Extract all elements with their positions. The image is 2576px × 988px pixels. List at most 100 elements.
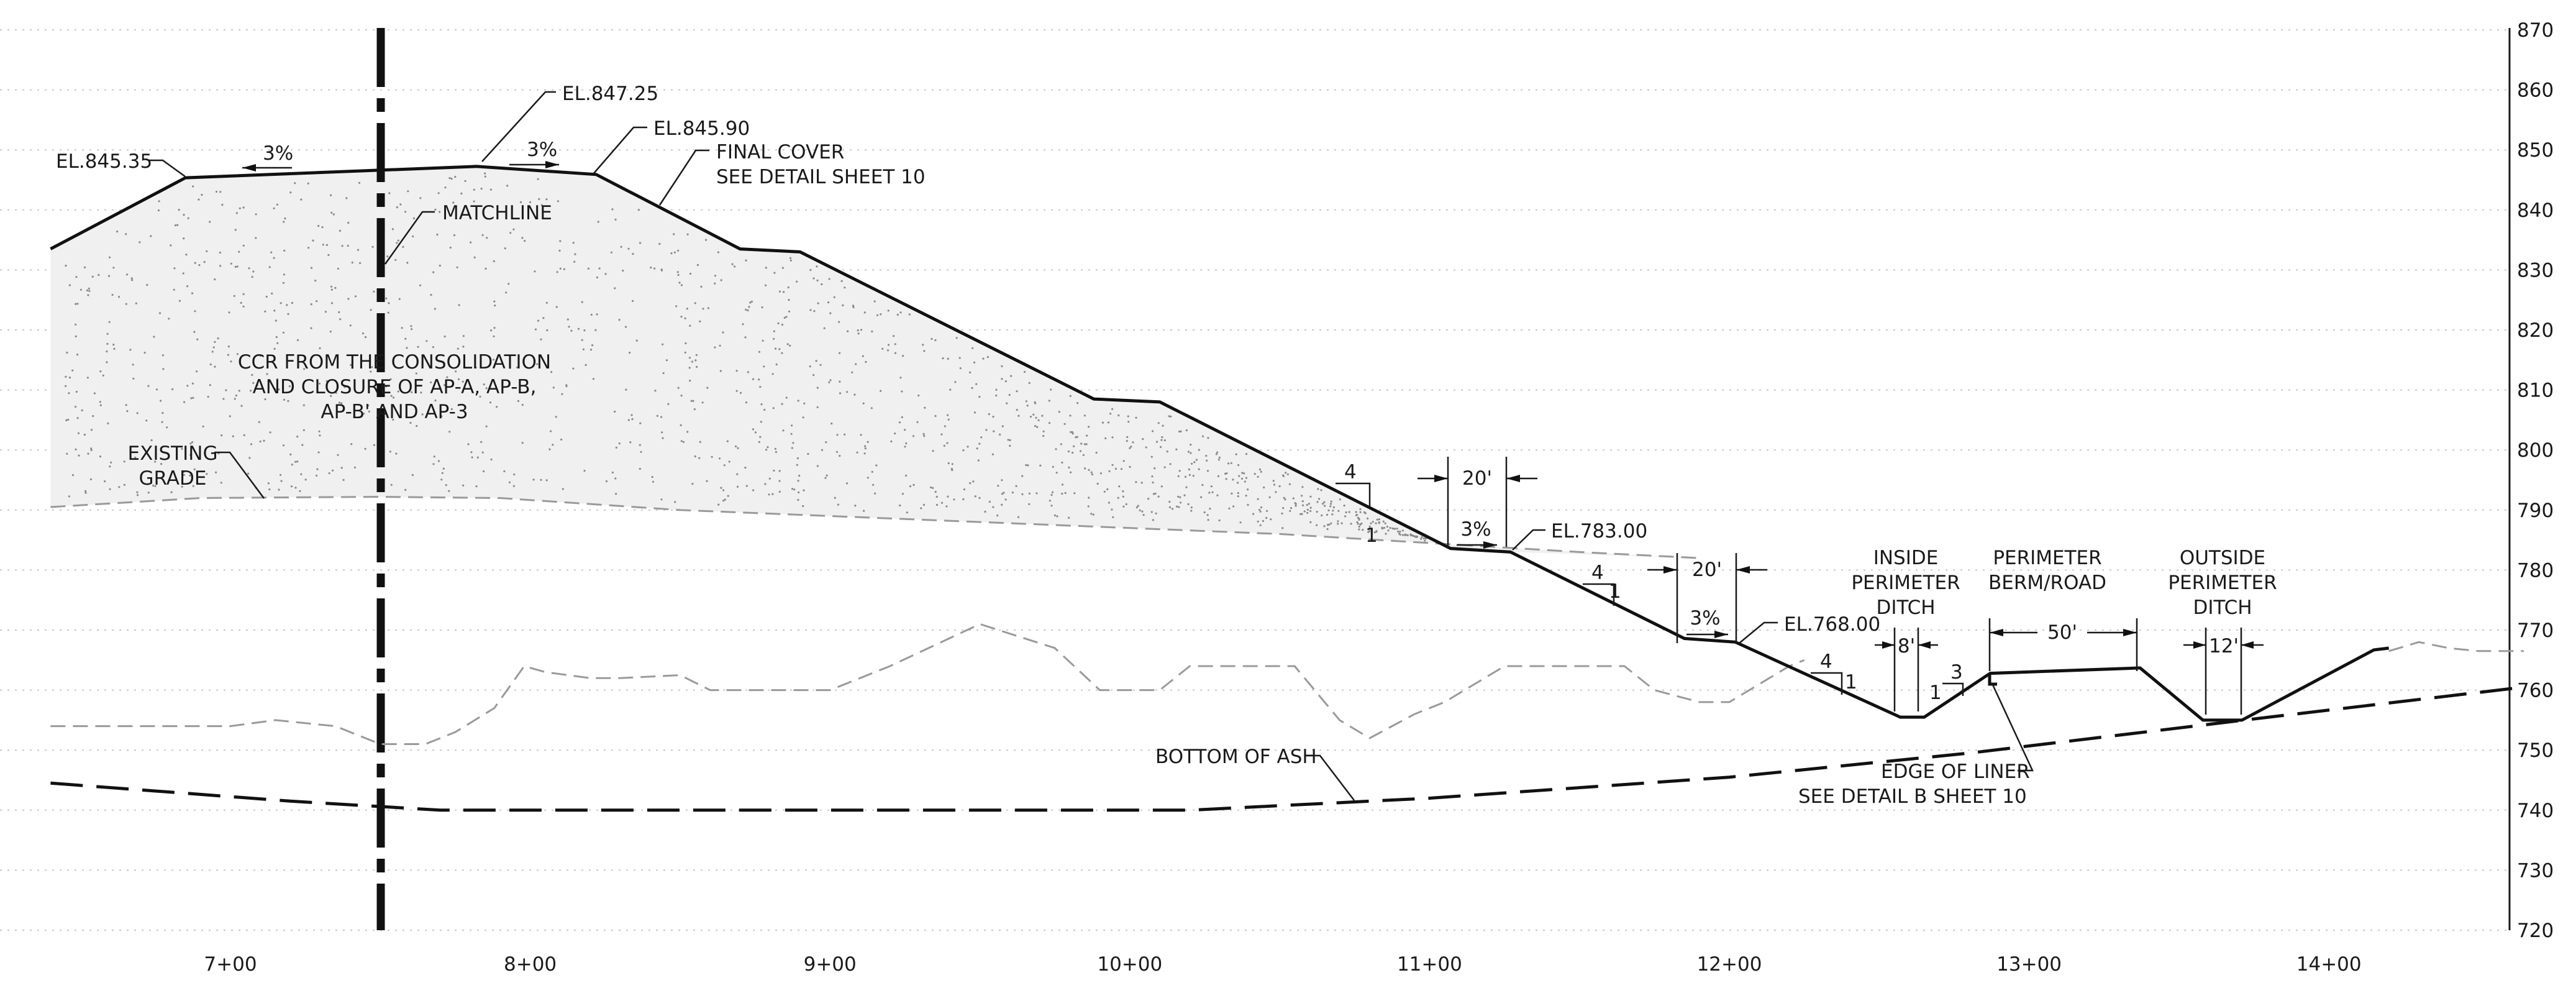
ash-stipple-dot: [75, 323, 77, 326]
ash-stipple-dot: [1401, 534, 1404, 536]
ash-stipple-dot: [270, 251, 273, 254]
ash-stipple-dot: [1290, 507, 1293, 510]
ash-stipple-dot: [680, 440, 683, 442]
ash-stipple-dot: [597, 221, 599, 223]
ash-stipple-dot: [537, 319, 540, 322]
ash-stipple-dot: [406, 262, 409, 264]
ash-stipple-dot: [1108, 501, 1110, 504]
ash-stipple-dot: [839, 380, 841, 383]
ash-stipple-dot: [834, 496, 836, 499]
ash-stipple-dot: [1178, 430, 1181, 433]
ash-stipple-dot: [781, 267, 784, 269]
ash-stipple-dot: [1056, 515, 1058, 518]
station-label: 14+00: [2296, 953, 2362, 976]
ash-stipple-dot: [1332, 510, 1334, 512]
ash-stipple-dot: [385, 385, 388, 388]
ash-stipple-dot: [754, 431, 757, 434]
ash-stipple-dot: [143, 352, 146, 354]
ash-stipple-dot: [778, 470, 781, 472]
ash-stipple-dot: [748, 306, 750, 308]
ash-stipple-dot: [174, 224, 176, 227]
ash-stipple-dot: [1306, 511, 1309, 515]
ash-stipple-dot: [771, 493, 774, 495]
ash-stipple-dot: [943, 444, 945, 447]
ash-stipple-dot: [411, 391, 413, 393]
ash-stipple-dot: [1409, 533, 1412, 536]
ash-stipple-dot: [689, 380, 691, 382]
ash-stipple-dot: [75, 406, 77, 408]
ash-stipple-dot: [1383, 526, 1385, 529]
ash-stipple-dot: [894, 352, 897, 354]
label-slope2-h: 4: [1591, 562, 1604, 584]
ash-stipple-dot: [676, 271, 679, 273]
ash-stipple-dot: [1215, 453, 1217, 455]
ash-stipple-dot: [282, 281, 284, 284]
ash-stipple-dot: [1367, 517, 1369, 520]
ash-stipple-dot: [677, 387, 680, 389]
ash-stipple-dot: [984, 510, 986, 513]
ash-stipple-dot: [398, 298, 401, 300]
ash-stipple-dot: [742, 323, 744, 326]
ash-stipple-dot: [890, 440, 893, 443]
ash-stipple-dot: [387, 311, 389, 314]
ash-stipple-dot: [1042, 435, 1045, 437]
ash-stipple-dot: [906, 511, 908, 514]
ash-stipple-dot: [1348, 511, 1350, 513]
ash-stipple-dot: [625, 388, 627, 391]
ash-stipple-dot: [816, 265, 818, 268]
ash-stipple-dot: [1345, 511, 1347, 514]
ash-stipple-dot: [670, 252, 673, 255]
ash-stipple-dot: [563, 268, 566, 270]
ash-stipple-dot: [745, 308, 747, 311]
ash-stipple-dot: [871, 470, 873, 473]
ash-stipple-dot: [912, 435, 915, 437]
original-ground-line: [50, 623, 1805, 745]
ash-stipple-dot: [475, 217, 478, 220]
ash-stipple-dot: [450, 178, 453, 180]
ash-stipple-dot: [446, 376, 448, 378]
ash-stipple-dot: [490, 458, 493, 461]
ash-stipple-dot: [1068, 516, 1070, 519]
ash-stipple-dot: [532, 478, 535, 481]
ash-stipple-dot: [947, 357, 949, 360]
ash-stipple-dot: [813, 310, 816, 313]
ash-stipple-dot: [162, 412, 164, 414]
ash-stipple-dot: [496, 406, 498, 408]
ash-stipple-dot: [690, 400, 693, 402]
ash-stipple-dot: [1340, 522, 1343, 524]
ash-stipple-dot: [206, 250, 208, 252]
ash-stipple-dot: [863, 510, 865, 512]
ash-stipple-dot: [161, 421, 163, 423]
ash-stipple-dot: [1393, 528, 1396, 530]
ash-stipple-dot: [1211, 491, 1214, 493]
ash-stipple-dot: [570, 329, 573, 332]
ash-stipple-dot: [997, 485, 999, 487]
ash-stipple-dot: [1099, 472, 1102, 475]
ash-stipple-dot: [901, 416, 903, 419]
ash-stipple-dot: [1372, 521, 1374, 523]
ash-stipple-dot: [786, 343, 789, 345]
ash-stipple-dot: [825, 441, 827, 444]
ash-stipple-dot: [507, 283, 510, 285]
ash-stipple-dot: [214, 365, 216, 368]
ash-stipple-dot: [252, 382, 255, 384]
ash-stipple-dot: [176, 224, 179, 226]
ash-stipple-dot: [700, 285, 703, 288]
station-label: 8+00: [504, 953, 557, 976]
ash-stipple-dot: [1289, 510, 1291, 512]
ash-stipple-dot: [1404, 534, 1407, 536]
ash-stipple-dot: [1163, 439, 1166, 442]
ash-stipple-dot: [395, 452, 398, 455]
ash-stipple-dot: [258, 421, 260, 423]
ash-stipple-dot: [1006, 402, 1008, 405]
ash-stipple-dot: [1247, 488, 1249, 491]
ash-stipple-dot: [367, 404, 370, 407]
ash-stipple-dot: [1160, 439, 1163, 441]
ash-stipple-dot: [959, 367, 962, 370]
ash-stipple-dot: [1337, 510, 1340, 512]
ash-stipple-dot: [665, 359, 668, 362]
ash-stipple-dot: [667, 403, 670, 405]
ash-stipple-dot: [112, 267, 115, 269]
ash-stipple-dot: [483, 470, 485, 473]
ash-stipple-dot: [440, 478, 443, 481]
